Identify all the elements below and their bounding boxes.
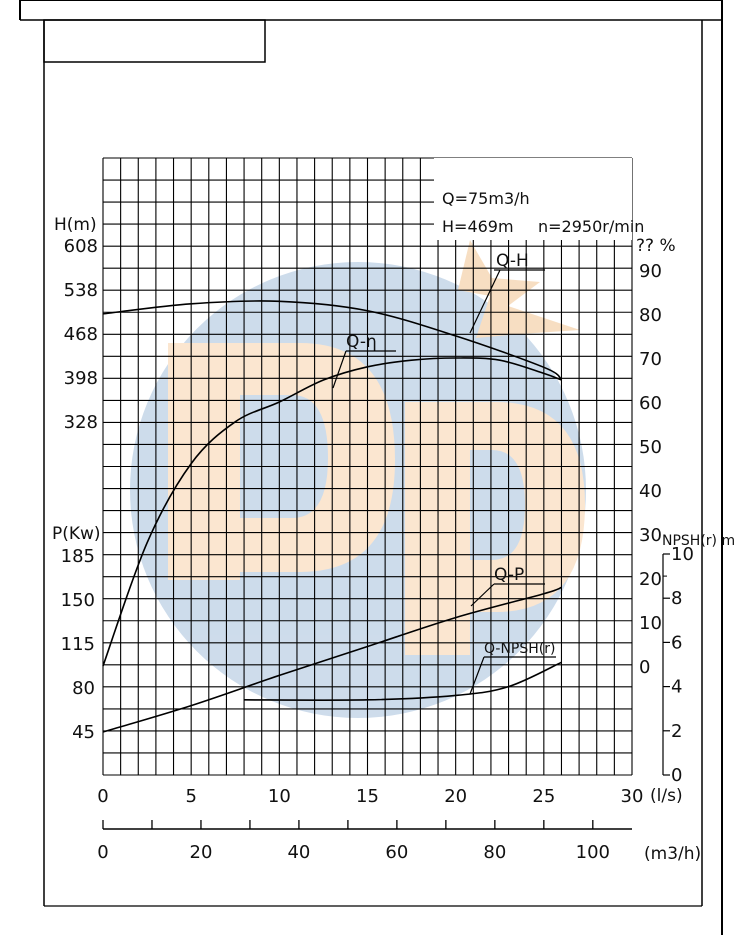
x-tick-label: 5 [185,786,196,807]
head-tick-label: 608 [64,236,98,257]
head-tick-label: 538 [64,280,98,301]
efficiency-tick-label: 0 [639,657,650,678]
chart-grid [102,157,633,776]
power-tick-label: 115 [61,634,95,655]
npsh-tick-label: 0 [671,765,682,786]
efficiency-tick-label: 70 [639,349,662,370]
x2-tick-label: 20 [190,842,213,863]
x-tick-label: 10 [268,786,291,807]
power-tick-label: 185 [61,546,95,567]
series-line-q-h [102,300,562,380]
info-head: H=469m [442,217,514,236]
x-axis-unit: (l/s) [650,786,683,806]
x2-tick-label: 100 [576,842,610,863]
label-leaders [332,269,556,695]
x-tick-label: 0 [97,786,108,807]
title-box [43,19,266,63]
efficiency-tick-label: 20 [639,569,662,590]
head-axis-title: H(m) [54,215,97,235]
label-q-eta: Q-η [346,332,377,352]
power-tick-label: 150 [61,590,95,611]
efficiency-tick-label: 30 [639,525,662,546]
npsh-axis-title: NPSH(r) m [662,533,735,549]
power-tick-label: 45 [72,722,95,743]
label-q-npsh: Q-NPSH(r) [484,641,555,657]
info-box [434,158,632,240]
power-tick-label: 80 [72,678,95,699]
efficiency-tick-label: 60 [639,393,662,414]
efficiency-tick-label: 10 [639,613,662,634]
efficiency-tick-label: 90 [639,261,662,282]
x2-axis-unit: (m3/h) [644,844,701,864]
x-tick-label: 15 [356,786,379,807]
x2-tick-label: 60 [385,842,408,863]
head-tick-label: 398 [64,368,98,389]
npsh-tick-label: 2 [671,721,682,742]
chart-ticks: 6085384683983281851501158045908070605040… [61,236,694,863]
npsh-tick-label: 8 [671,588,682,609]
efficiency-tick-label: 40 [639,481,662,502]
x2-tick-label: 40 [287,842,310,863]
chart-curves [102,300,562,733]
x2-tick-label: 0 [97,842,108,863]
head-tick-label: 468 [64,324,98,345]
efficiency-tick-label: 80 [639,305,662,326]
x2-tick-label: 80 [483,842,506,863]
series-line-q-eta [102,357,562,667]
efficiency-axis-title: ?? % [636,236,676,256]
npsh-tick-label: 4 [671,677,682,698]
x-tick-label: 25 [532,786,555,807]
info-speed: n=2950r/min [538,217,644,236]
label-q-p: Q-P [494,565,524,585]
info-flow: Q=75m3/h [442,189,530,208]
power-axis-title: P(Kw) [52,524,101,544]
npsh-tick-label: 6 [671,632,682,653]
head-tick-label: 328 [64,412,98,433]
npsh-tick-label: 10 [671,544,694,565]
series-line-q-npsh [244,661,562,701]
efficiency-tick-label: 50 [639,437,662,458]
series-line-q-p [102,586,562,733]
x-tick-label: 20 [444,786,467,807]
label-q-h: Q-H [496,251,529,271]
x-tick-label: 30 [621,786,644,807]
